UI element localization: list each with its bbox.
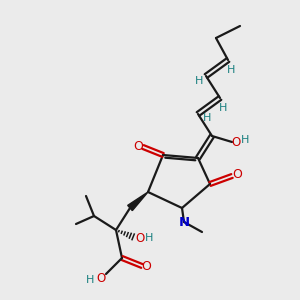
Text: O: O (231, 136, 241, 148)
Text: O: O (135, 232, 145, 245)
Text: H: H (195, 76, 203, 86)
Text: H: H (227, 65, 235, 75)
Text: H: H (203, 113, 211, 123)
Text: H: H (241, 135, 249, 145)
Text: H: H (219, 103, 227, 113)
Text: H: H (86, 275, 94, 285)
Text: O: O (133, 140, 143, 152)
Text: O: O (232, 169, 242, 182)
Text: O: O (141, 260, 151, 274)
Polygon shape (128, 192, 148, 211)
Text: N: N (178, 217, 190, 230)
Text: O: O (96, 272, 106, 284)
Text: H: H (145, 233, 153, 243)
